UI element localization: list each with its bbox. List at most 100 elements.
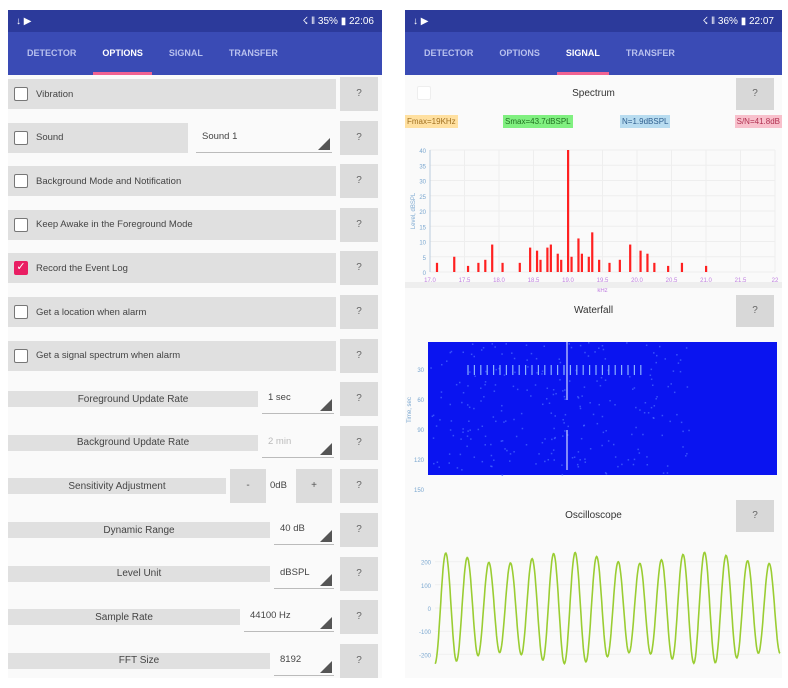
noise-speck [505,343,507,345]
help-button[interactable]: ? [340,382,378,416]
oscilloscope-help-button[interactable]: ? [736,500,774,532]
checkbox-option[interactable]: Get a location when alarm [8,297,336,327]
setting-select[interactable]: 8192 [274,648,334,676]
sound-select[interactable]: Sound 1 [196,125,332,153]
y-tick-label: 0 [428,607,432,613]
noise-speck [535,384,537,386]
spectrum-bar [491,245,493,272]
spectrum-bar [529,248,531,272]
tab-detector[interactable]: DETECTOR [14,32,89,75]
spectrum-bar [567,150,569,272]
noise-speck [542,404,544,406]
noise-speck [470,438,472,440]
noise-speck [469,407,471,409]
setting-label: Background Update Rate [8,435,258,451]
noise-speck [579,406,581,408]
noise-speck [544,438,546,440]
spectrum-bar [681,263,683,272]
checkbox[interactable] [14,349,28,363]
noise-speck [605,379,607,381]
noise-speck [656,355,658,357]
help-button[interactable]: ? [340,600,378,634]
decrease-button[interactable]: - [230,469,266,503]
help-button[interactable]: ? [340,469,378,503]
spectrum-bar [467,266,469,272]
option-row: Background Mode and Notification ? [8,164,382,198]
noise-speck [553,459,555,461]
help-button[interactable]: ? [340,77,378,111]
help-button[interactable]: ? [340,644,378,678]
noise-speck [562,419,564,421]
notification-icons: ↓ ▶ [413,16,428,27]
y-tick-label: -100 [419,630,432,636]
setting-label: FFT Size [8,653,270,669]
setting-select[interactable]: 2 min [262,430,334,458]
checkbox-option[interactable]: Get a signal spectrum when alarm [8,341,336,371]
tab-signal[interactable]: SIGNAL [553,32,613,75]
tab-options[interactable]: OPTIONS [486,32,553,75]
noise-speck [665,358,667,360]
help-button[interactable]: ? [340,208,378,242]
y-tick-label: 20 [419,210,426,216]
noise-speck [564,389,566,391]
noise-speck [588,342,590,344]
checkbox-option[interactable]: Vibration [8,79,336,109]
setting-select[interactable]: 1 sec [262,386,334,414]
setting-label: Level Unit [8,566,270,582]
noise-speck [663,472,665,474]
tab-transfer[interactable]: TRANSFER [216,32,291,75]
spectrum-bar [591,232,593,272]
checkbox[interactable] [14,131,28,145]
noise-speck [554,415,556,417]
noise-speck [567,426,569,428]
help-button[interactable]: ? [340,295,378,329]
help-button[interactable]: ? [340,164,378,198]
noise-speck [494,346,496,348]
help-button[interactable]: ? [340,426,378,460]
noise-speck [530,395,532,397]
noise-speck [542,371,544,373]
checkbox[interactable] [14,305,28,319]
setting-select[interactable]: 40 dB [274,517,334,545]
noise-speck [631,434,633,436]
checkbox-option[interactable]: Sound [8,123,188,153]
checkbox[interactable] [14,218,28,232]
increase-button[interactable]: + [296,469,332,503]
noise-speck [577,464,579,466]
y-tick-label: 0 [423,271,427,277]
status-bar: ↓ ▶ ☇ ‖ 36% ▮ 22:07 [405,10,782,32]
spectrum-help-button[interactable]: ? [736,78,774,110]
tab-detector[interactable]: DETECTOR [411,32,486,75]
noise-speck [510,453,512,455]
checkbox[interactable]: ✓ [14,261,28,275]
help-button[interactable]: ? [340,557,378,591]
noise-speck [635,427,637,429]
tab-options[interactable]: OPTIONS [89,32,156,75]
checkbox[interactable] [14,174,28,188]
noise-speck [485,381,487,383]
noise-speck [670,383,672,385]
noise-speck [644,412,646,414]
checkbox[interactable] [14,87,28,101]
help-button[interactable]: ? [340,513,378,547]
y-tick-label: 5 [423,256,427,262]
option-row: Get a location when alarm ? [8,295,382,329]
waterfall-help-button[interactable]: ? [736,295,774,327]
noise-speck [601,377,603,379]
setting-select[interactable]: dBSPL [274,561,334,589]
setting-select[interactable]: 44100 Hz [244,604,334,632]
checkbox-option[interactable]: Keep Awake in the Foreground Mode [8,210,336,240]
noise-speck [536,372,538,374]
noise-speck [594,351,596,353]
noise-speck [521,413,523,415]
noise-speck [468,421,470,423]
help-button[interactable]: ? [340,121,378,155]
checkbox-option[interactable]: ✓ Record the Event Log [8,253,336,283]
checkbox-option[interactable]: Background Mode and Notification [8,166,336,196]
noise-speck [580,345,582,347]
setting-row: Dynamic Range 40 dB? [8,513,382,547]
help-button[interactable]: ? [340,251,378,285]
help-button[interactable]: ? [340,339,378,373]
tab-signal[interactable]: SIGNAL [156,32,216,75]
tab-transfer[interactable]: TRANSFER [613,32,688,75]
